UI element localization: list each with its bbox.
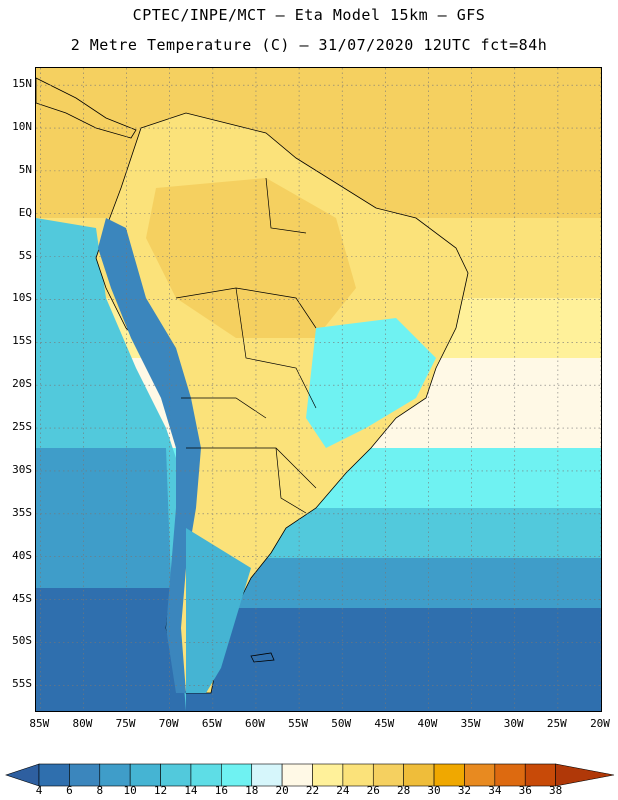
latitude-label: EQ — [18, 205, 32, 219]
colorbar-segment — [342, 763, 374, 787]
chart-title-line2: 2 Metre Temperature (C) – 31/07/2020 12U… — [70, 36, 548, 54]
colorbar-segment — [99, 763, 131, 787]
colorbar-tick-label: 32 — [457, 784, 472, 797]
colorbar-segment — [312, 763, 344, 787]
longitude-label: 35W — [460, 717, 481, 730]
latitude-label: 20S — [12, 377, 32, 391]
colorbar-tick-label: 28 — [397, 784, 411, 797]
colorbar-tick-label: 12 — [153, 784, 168, 797]
colorbar-tick-label: 24 — [336, 784, 350, 797]
colorbar-segment — [129, 763, 161, 787]
colorbar-segment — [403, 763, 435, 787]
colorbar-tick-label: 16 — [214, 784, 228, 797]
colorbar-tick-label: 4 — [35, 784, 43, 797]
colorbar-segment — [464, 763, 496, 787]
longitude-label: 40W — [417, 717, 438, 730]
colorbar-tick-label: 20 — [275, 784, 289, 797]
central-america-landmass — [36, 77, 137, 139]
colorbar-tick-label: 26 — [366, 784, 380, 797]
colorbar-high-arrow — [555, 763, 615, 787]
longitude-label: 20W — [590, 717, 610, 730]
colorbar-tick-label: 36 — [518, 784, 532, 797]
falkland-islands — [250, 652, 275, 663]
longitude-label: 50W — [331, 717, 352, 730]
latitude-label: 45S — [12, 591, 32, 605]
colorbar-segment — [69, 763, 101, 787]
latitude-label: 35S — [12, 505, 32, 519]
latitude-label: 50S — [12, 634, 32, 648]
longitude-label: 60W — [245, 717, 265, 730]
colorbar-tick-label: 6 — [66, 784, 73, 797]
colorbar-tick-label: 8 — [96, 784, 104, 797]
colorbar-segment — [433, 763, 465, 787]
colorbar-segment — [190, 763, 222, 787]
colorbar-segment — [38, 763, 70, 787]
longitude-label: 80W — [72, 717, 93, 730]
southeast-cool-region — [306, 318, 436, 448]
map-grid — [36, 68, 601, 711]
patagonia-cool-region — [186, 528, 251, 693]
latitude-label: 10N — [12, 120, 32, 133]
latitude-label: 5S — [18, 248, 32, 262]
colorbar-tick-label: 18 — [245, 784, 259, 797]
colorbar-segment — [251, 763, 283, 787]
temperature-colorbar — [5, 763, 615, 787]
chart-title-line1: CPTEC/INPE/MCT – Eta Model 15km – GFS — [132, 6, 486, 24]
latitude-label: 5N — [18, 162, 32, 176]
colorbar-segment — [372, 763, 404, 787]
colorbar-tick-label: 30 — [427, 784, 441, 797]
latitude-label: 25S — [12, 420, 32, 434]
colorbar-segment — [494, 763, 526, 787]
longitude-label: 55W — [288, 717, 309, 730]
longitude-label: 45W — [374, 717, 395, 730]
latitude-label: 15N — [12, 77, 32, 91]
colorbar-tick-label: 22 — [305, 784, 320, 797]
colorbar-low-arrow — [5, 763, 40, 787]
latitude-label: 15S — [12, 334, 32, 348]
longitude-label: 65W — [201, 717, 222, 730]
temperature-map — [35, 67, 602, 712]
colorbar-segment — [524, 763, 556, 787]
colorbar-tick-label: 14 — [184, 784, 198, 797]
colorbar-segment — [160, 763, 192, 787]
longitude-label: 30W — [503, 717, 524, 730]
latitude-label: 55S — [12, 677, 32, 691]
colorbar-tick-label: 34 — [488, 784, 502, 797]
country-borders — [175, 177, 317, 514]
latitude-label: 30S — [12, 462, 32, 476]
andes-cold-ridge — [98, 218, 201, 693]
longitude-label: 85W — [29, 717, 50, 730]
latitude-label: 40S — [12, 548, 32, 562]
longitude-label: 25W — [546, 717, 567, 730]
colorbar-segment — [281, 763, 313, 787]
longitude-label: 75W — [115, 717, 136, 730]
latitude-label: 10S — [12, 291, 32, 305]
colorbar-segment — [221, 763, 253, 787]
colorbar-tick-label: 38 — [548, 784, 563, 797]
amazon-warm-region — [146, 178, 356, 338]
pacific-cold-south — [36, 588, 186, 711]
map-canvas — [36, 68, 601, 711]
longitude-label: 70W — [158, 717, 179, 730]
colorbar-tick-label: 10 — [123, 784, 137, 797]
